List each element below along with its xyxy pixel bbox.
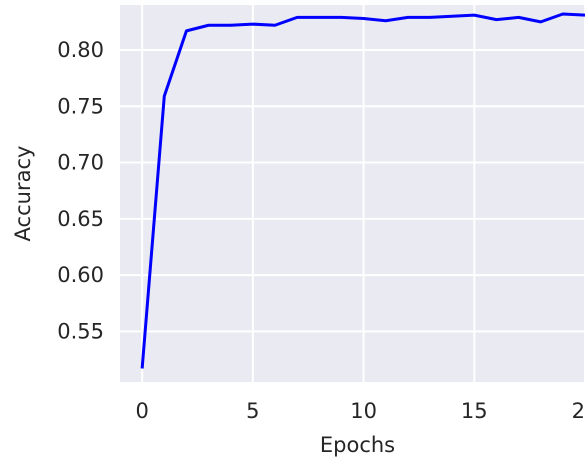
y-tick-label: 0.75 (57, 94, 104, 118)
y-tick-label: 0.55 (57, 319, 104, 343)
series-layer (140, 12, 585, 369)
y-axis-label: Accuracy (11, 146, 35, 242)
x-tick-label: 15 (461, 399, 488, 423)
y-tick-label: 0.80 (57, 38, 104, 62)
y-tick-label: 0.70 (57, 151, 104, 175)
x-tick-label: 5 (246, 399, 259, 423)
x-tick-labels: 0 5 10 15 20 (135, 399, 585, 423)
x-tick-label: 0 (135, 399, 148, 423)
plot-background (120, 5, 585, 382)
y-tick-labels: 0.55 0.60 0.65 0.70 0.75 0.80 (57, 38, 104, 343)
x-axis-label: Epochs (320, 433, 395, 457)
accuracy-series-line (140, 12, 585, 369)
y-tick-label: 0.65 (57, 207, 104, 231)
grid-lines (120, 5, 585, 382)
x-tick-label: 20 (572, 399, 585, 423)
y-tick-label: 0.60 (57, 263, 104, 287)
x-tick-label: 10 (350, 399, 377, 423)
